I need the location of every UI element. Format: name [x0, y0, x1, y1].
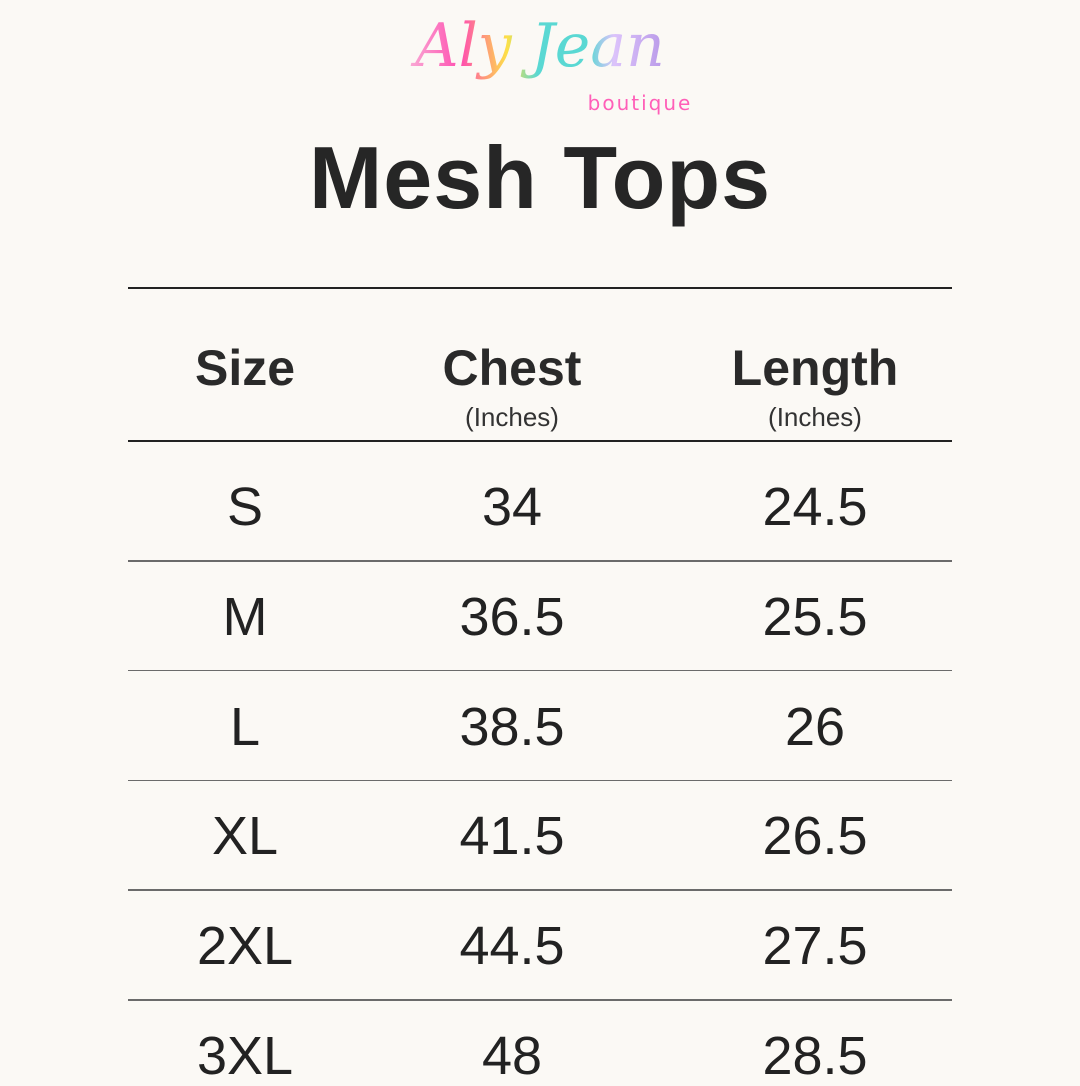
- cell-chest: 41.5: [459, 806, 565, 867]
- cell-chest: 44.5: [459, 916, 565, 977]
- cell-chest: 48: [481, 1026, 543, 1086]
- cell-size: XL: [211, 806, 279, 867]
- cell-length: 24.5: [762, 477, 868, 537]
- row-separator: [128, 889, 952, 891]
- cell-chest: 38.5: [459, 696, 565, 757]
- header-length: Length: [731, 340, 899, 396]
- cell-size: 3XL: [196, 1026, 294, 1086]
- cell-length: 28.5: [762, 1026, 868, 1086]
- cell-size: 2XL: [196, 916, 294, 977]
- cell-length: 27.5: [762, 916, 868, 977]
- page-title: Mesh Tops: [308, 128, 772, 227]
- header-rule: [128, 440, 952, 442]
- row-separator: [128, 779, 952, 782]
- cell-chest: 36.5: [459, 586, 565, 647]
- cell-chest: 34: [481, 477, 543, 537]
- logo-sub-text: boutique: [588, 91, 693, 115]
- logo-script-text: Aly Jean: [410, 11, 664, 81]
- header-length-unit: (Inches): [768, 402, 862, 432]
- header-size: Size: [194, 340, 296, 396]
- cell-size: L: [229, 696, 261, 757]
- header-chest-unit: (Inches): [465, 402, 559, 432]
- header-chest: Chest: [442, 340, 582, 396]
- row-separator: [128, 669, 952, 672]
- row-separator: [128, 999, 952, 1001]
- cell-size: M: [222, 586, 268, 647]
- cell-length: 26: [784, 696, 846, 757]
- cell-size: S: [226, 477, 264, 537]
- brand-logo: Aly Jean boutique: [410, 11, 693, 115]
- row-separator: [128, 560, 952, 562]
- cell-length: 26.5: [762, 806, 868, 867]
- table-top-rule: [128, 287, 952, 289]
- cell-length: 25.5: [762, 586, 868, 647]
